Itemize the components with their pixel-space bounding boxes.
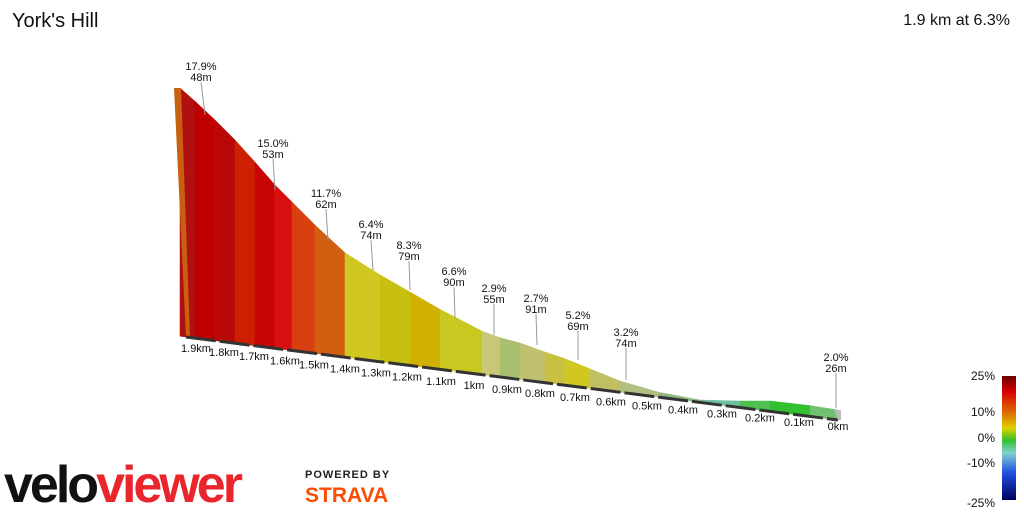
profile-end [834, 410, 841, 420]
annotation-grade: 15.0% [257, 138, 288, 150]
profile [174, 87, 841, 422]
profile-segment [544, 351, 566, 386]
annotation-grade: 6.4% [358, 219, 383, 231]
strava: STRAVA [305, 484, 388, 507]
profile-segment [291, 201, 316, 354]
profile-segment [379, 274, 411, 366]
annotation-length: 55m [483, 294, 504, 306]
legend: 25% 10% 0% -10% -25% [967, 369, 995, 510]
profile-segment [234, 139, 256, 347]
profile-base [185, 335, 839, 422]
annotation-length: 74m [360, 230, 381, 242]
legend-bar [1002, 376, 1016, 500]
logo-viewer: viewer [96, 456, 243, 512]
title: York's Hill [12, 10, 98, 32]
profile-segment [519, 342, 546, 383]
annotation-grade: 5.2% [565, 310, 590, 322]
profile-segment [254, 161, 276, 349]
legend-label: -10% [967, 456, 995, 470]
profile-segment [314, 224, 346, 358]
distance-label: 0.7km [560, 392, 590, 404]
annotation-leader [272, 158, 276, 191]
profile-side [174, 88, 190, 337]
logo: veloviewer [4, 456, 243, 512]
annotation-grade: 17.9% [185, 61, 216, 73]
legend-label: 10% [971, 405, 995, 419]
annotation-length: 48m [190, 72, 211, 84]
distance-label: 0.1km [784, 417, 814, 429]
annotation-length: 90m [443, 277, 464, 289]
profile-segment [409, 291, 441, 370]
summary: 1.9 km at 6.3% [903, 12, 1010, 29]
powered-by: POWERED BY [305, 469, 390, 481]
distance-label: 0.2km [745, 413, 775, 425]
distance-label: 1.3km [361, 368, 391, 380]
annotation-length: 74m [615, 338, 636, 350]
distance-label: 0.5km [632, 400, 662, 412]
profile-segment [481, 330, 501, 378]
annotation-leader [408, 260, 411, 291]
annotation-grade: 2.0% [823, 352, 848, 364]
profile-segment [344, 252, 381, 362]
annotation-grade: 3.2% [613, 327, 638, 339]
profile-segment [564, 358, 591, 389]
distance-label: 1.4km [330, 364, 360, 376]
annotation-length: 79m [398, 251, 419, 263]
legend-label: 0% [978, 431, 996, 445]
profile-segment [439, 308, 483, 375]
profile-segment [499, 337, 521, 380]
distance-label: 1.2km [392, 372, 422, 384]
distance-label: 1.8km [209, 347, 239, 359]
profile-segment [194, 100, 216, 341]
labels: 17.9%48m15.0%53m11.7%62m6.4%74m8.3%79m6.… [181, 61, 849, 433]
annotation-length: 26m [825, 363, 846, 375]
distance-label: 1km [464, 380, 485, 392]
distance-label: 0.4km [668, 405, 698, 417]
annotation-leader [200, 81, 206, 116]
annotation-grade: 2.7% [523, 293, 548, 305]
logo-velo: velo [4, 456, 97, 512]
profile-segment [769, 400, 811, 417]
profile-segment [274, 184, 293, 351]
distance-label: 0.8km [525, 388, 555, 400]
distance-label: 1.5km [299, 359, 329, 371]
annotation-grade: 2.9% [481, 283, 506, 295]
distance-label: 1.7km [239, 351, 269, 363]
distance-label: 1.1km [426, 376, 456, 388]
annotation-grade: 6.6% [441, 266, 466, 278]
annotation-length: 69m [567, 321, 588, 333]
distance-label: 1.9km [181, 343, 211, 355]
distance-label: 1.6km [270, 355, 300, 367]
distance-label: 0.6km [596, 396, 626, 408]
legend-label: 25% [971, 369, 995, 383]
annotation-length: 91m [525, 304, 546, 316]
annotation-leader [325, 208, 329, 241]
annotation-grade: 11.7% [311, 188, 342, 200]
distance-label: 0.3km [707, 409, 737, 421]
annotation-leader [370, 239, 374, 271]
annotation-grade: 8.3% [396, 240, 421, 252]
annotation-length: 53m [262, 149, 283, 161]
legend-label: -25% [967, 496, 995, 510]
profile-segment [214, 119, 236, 344]
annotation-length: 62m [315, 199, 336, 211]
annotation-leader [453, 286, 456, 319]
annotation-leader [535, 313, 538, 346]
distance-label: 0km [828, 421, 849, 433]
distance-label: 0.9km [492, 384, 522, 396]
